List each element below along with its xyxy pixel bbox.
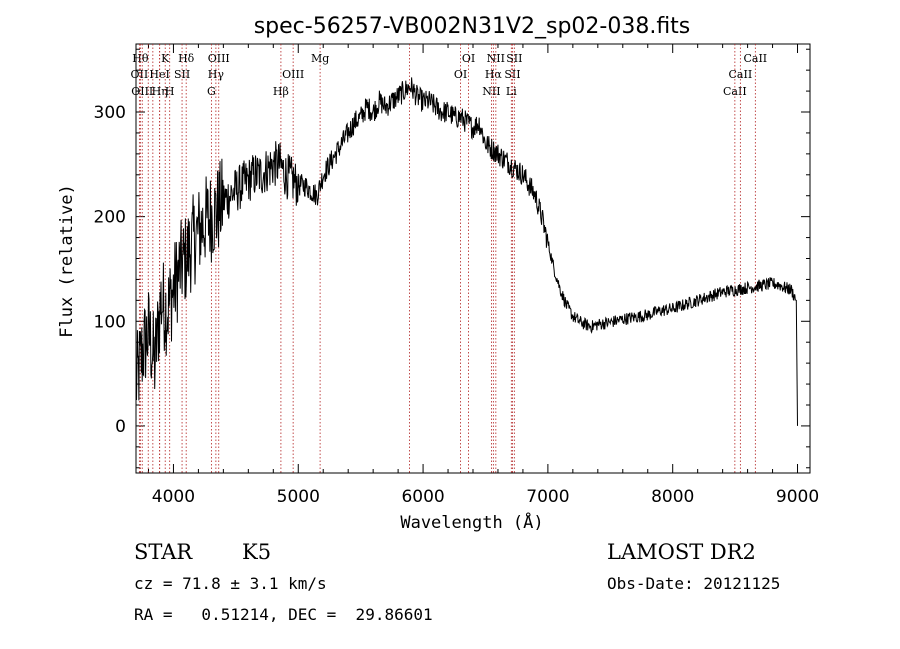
x-axis-label: Wavelength (Å) <box>400 511 543 533</box>
x-tick-label: 4000 <box>152 487 195 507</box>
axes: 4000 5000 6000 7000 8000 9000 0 100 200 300 <box>94 43 819 507</box>
spectral-line-label: G <box>207 85 216 98</box>
spectral-line-label: Hα <box>485 68 503 81</box>
spectral-line-label: Hδ <box>178 52 195 65</box>
spectral-line-label: Mg <box>311 52 329 65</box>
spectral-line-label: OIII <box>131 85 153 98</box>
spectral-line-label: OI <box>462 52 475 65</box>
spectral-line-label: H <box>165 85 175 98</box>
spectral-line-label: OII <box>131 68 149 81</box>
spectral-line-markers: Hθ OII OIII HeI Hη K H SII Hδ G Hγ OIII Hβ OIII Mg OI OI… <box>131 44 767 473</box>
spectral-line-label: CaII <box>743 52 767 65</box>
y-tick-label: 100 <box>94 312 126 332</box>
x-tick-label: 9000 <box>776 487 819 507</box>
spectrum-series-line <box>135 77 798 426</box>
spectral-line-label: HeI <box>149 68 169 81</box>
spectral-line-label: Hγ <box>208 68 225 81</box>
spectral-line-label: Hθ <box>132 52 149 65</box>
x-tick-label: 5000 <box>277 487 320 507</box>
x-tick-label: 7000 <box>526 487 569 507</box>
spectral-line-label: OI <box>454 68 467 81</box>
spectral-line-label: SII <box>174 68 190 81</box>
spectral-line-label: SII <box>506 52 522 65</box>
y-tick-label: 200 <box>94 208 126 228</box>
spectral-line-label: CaII <box>723 85 747 98</box>
object-subclass: K5 <box>242 540 272 564</box>
spectral-line-label: NII <box>487 52 505 65</box>
spectral-line-label: K <box>161 52 170 65</box>
y-tick-label: 0 <box>115 417 126 437</box>
spectral-line-label: OIII <box>208 52 230 65</box>
spectral-line-label: Li <box>506 85 517 98</box>
spectral-line-label: CaII <box>729 68 753 81</box>
x-tick-label: 6000 <box>401 487 444 507</box>
spectral-line-label: OIII <box>282 68 304 81</box>
spectral-line-label: NII <box>482 85 500 98</box>
coordinates: RA = 0.51214, DEC = 29.86601 <box>134 605 433 624</box>
spectral-line-label: Hβ <box>273 85 289 98</box>
y-tick-label: 300 <box>94 103 126 123</box>
spectral-line-label: SII <box>504 68 520 81</box>
object-class: STAR <box>134 540 193 564</box>
survey-name: LAMOST DR2 <box>607 540 756 564</box>
chart-title: spec-56257-VB002N31V2_sp02-038.fits <box>254 14 691 39</box>
spectral-line-label: Hη <box>152 85 168 98</box>
y-axis-label: Flux (relative) <box>57 184 77 338</box>
plot-frame <box>135 43 811 474</box>
series-layer <box>135 77 798 426</box>
observation-date: Obs-Date: 20121125 <box>607 574 781 593</box>
x-tick-label: 8000 <box>651 487 694 507</box>
redshift-velocity: cz = 71.8 ± 3.1 km/s <box>134 574 327 593</box>
